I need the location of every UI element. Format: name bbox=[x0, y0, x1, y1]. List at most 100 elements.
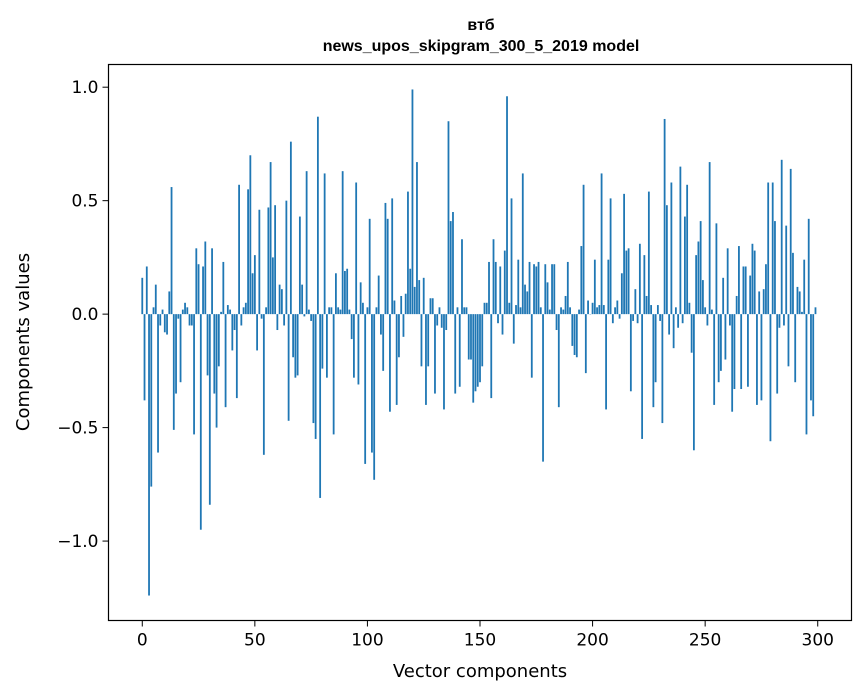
bar bbox=[632, 314, 634, 321]
bar bbox=[614, 307, 616, 315]
bar bbox=[738, 246, 740, 315]
bar bbox=[215, 314, 218, 428]
bar bbox=[591, 302, 594, 315]
bar bbox=[280, 289, 283, 315]
bar bbox=[524, 284, 526, 315]
bar bbox=[647, 191, 650, 315]
bar bbox=[598, 305, 601, 315]
bar bbox=[350, 314, 353, 340]
bar bbox=[690, 314, 693, 353]
bar bbox=[506, 96, 508, 315]
bar bbox=[337, 307, 340, 315]
bar bbox=[341, 171, 344, 315]
bar bbox=[602, 305, 605, 315]
bar bbox=[564, 295, 567, 315]
bar bbox=[796, 286, 799, 315]
bar bbox=[717, 314, 720, 383]
bar bbox=[465, 307, 468, 315]
bar bbox=[789, 168, 792, 315]
bar bbox=[537, 261, 540, 315]
bar bbox=[420, 314, 423, 367]
bar bbox=[785, 225, 788, 315]
bar bbox=[400, 295, 403, 315]
bar bbox=[319, 314, 322, 498]
bar bbox=[188, 314, 191, 326]
bar bbox=[220, 311, 222, 315]
bar bbox=[326, 314, 328, 378]
bar bbox=[141, 277, 144, 315]
bar bbox=[733, 314, 736, 390]
bar bbox=[751, 243, 754, 315]
bar bbox=[152, 307, 155, 315]
bar bbox=[425, 314, 427, 405]
bar bbox=[211, 248, 213, 315]
x-tick-label: 300 bbox=[802, 631, 834, 651]
bar bbox=[767, 182, 770, 315]
bar bbox=[668, 314, 671, 335]
y-axis-label: Components values bbox=[13, 253, 34, 431]
bar bbox=[175, 314, 177, 394]
bar bbox=[310, 314, 313, 321]
bar bbox=[389, 314, 391, 412]
bar bbox=[508, 302, 511, 315]
bar bbox=[429, 298, 432, 315]
bar bbox=[213, 314, 216, 394]
bar bbox=[168, 291, 171, 315]
bar bbox=[724, 314, 727, 360]
bar bbox=[656, 305, 659, 315]
bar bbox=[654, 314, 657, 383]
bar bbox=[722, 277, 725, 315]
bar bbox=[765, 264, 767, 315]
bar bbox=[172, 314, 175, 430]
bar bbox=[332, 314, 335, 435]
bar bbox=[706, 314, 709, 326]
bar bbox=[780, 159, 783, 315]
bar bbox=[256, 314, 258, 351]
bar bbox=[449, 221, 452, 315]
y-tick-label: 1.0 bbox=[71, 78, 98, 98]
bar bbox=[402, 314, 405, 337]
bar bbox=[582, 184, 585, 315]
bar bbox=[587, 300, 589, 315]
bar bbox=[240, 314, 243, 326]
bar bbox=[179, 314, 182, 383]
bar bbox=[238, 184, 240, 315]
bar bbox=[271, 257, 274, 315]
bar bbox=[427, 314, 430, 367]
bar bbox=[692, 314, 695, 451]
bar bbox=[409, 268, 412, 315]
bar bbox=[596, 307, 598, 315]
bar bbox=[659, 314, 662, 321]
bar bbox=[197, 264, 200, 315]
bar bbox=[289, 141, 292, 315]
x-axis-ticks: 0 50 100 150 200 250 300 bbox=[137, 620, 834, 651]
bar bbox=[704, 307, 707, 315]
bar bbox=[386, 218, 389, 315]
x-tick-label: 200 bbox=[576, 631, 608, 651]
bar bbox=[159, 314, 162, 326]
bar bbox=[611, 314, 614, 324]
bar bbox=[740, 314, 743, 390]
bar bbox=[262, 314, 265, 455]
bar bbox=[681, 314, 684, 324]
bar bbox=[366, 307, 369, 315]
bar bbox=[344, 271, 346, 315]
bar bbox=[330, 307, 333, 315]
bar bbox=[222, 261, 225, 315]
bar bbox=[434, 314, 436, 394]
bar bbox=[665, 205, 668, 315]
bar bbox=[193, 314, 195, 435]
bar bbox=[699, 221, 702, 315]
bar bbox=[163, 314, 166, 333]
bar bbox=[762, 289, 765, 315]
bar bbox=[801, 311, 803, 315]
bar bbox=[447, 121, 450, 315]
bar bbox=[753, 250, 756, 315]
bar bbox=[150, 314, 153, 487]
bar bbox=[544, 264, 547, 315]
bar bbox=[663, 118, 666, 315]
bar bbox=[461, 239, 463, 315]
bar bbox=[362, 302, 364, 315]
bar bbox=[517, 259, 520, 315]
bar bbox=[463, 307, 466, 315]
